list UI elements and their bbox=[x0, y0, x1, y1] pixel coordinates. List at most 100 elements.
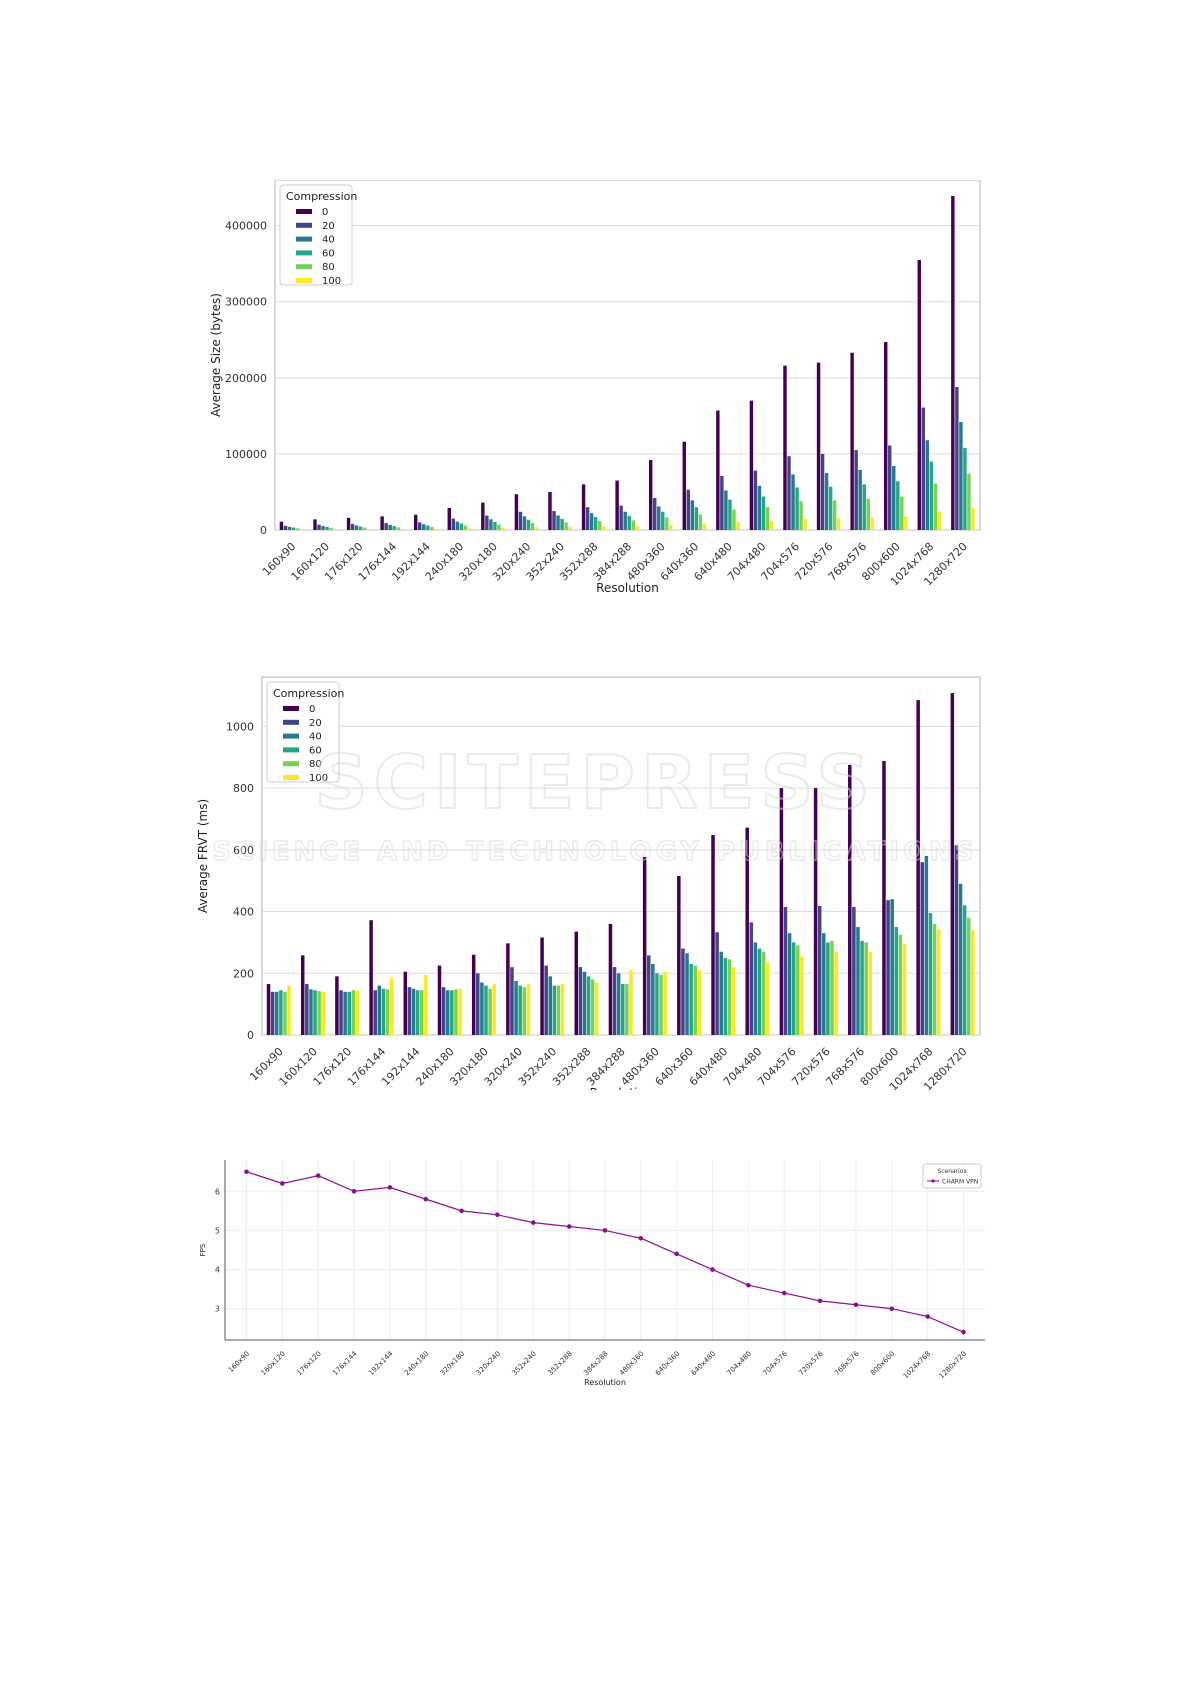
legend-swatch bbox=[296, 236, 312, 242]
bar bbox=[646, 955, 651, 1035]
bar bbox=[783, 365, 787, 530]
bar bbox=[932, 923, 937, 1035]
bar bbox=[917, 259, 921, 530]
bar bbox=[373, 990, 377, 1035]
bar bbox=[492, 984, 496, 1035]
bar bbox=[471, 954, 476, 1035]
bar bbox=[902, 943, 907, 1035]
bar bbox=[929, 461, 934, 530]
bar bbox=[548, 491, 552, 530]
x-tick-label: 640x360 bbox=[654, 1350, 681, 1377]
bar bbox=[882, 760, 886, 1035]
bar bbox=[354, 525, 359, 530]
bar bbox=[347, 991, 351, 1035]
bar bbox=[663, 971, 667, 1035]
x-tick-label: 320x240 bbox=[475, 1350, 502, 1377]
bar bbox=[481, 502, 485, 530]
bar bbox=[309, 989, 313, 1035]
data-point bbox=[961, 1329, 966, 1335]
x-tick-label: 192x144 bbox=[367, 1349, 395, 1377]
bar bbox=[732, 509, 736, 530]
bar bbox=[476, 973, 480, 1035]
bar bbox=[362, 527, 367, 530]
bar bbox=[661, 511, 665, 530]
bar bbox=[753, 942, 758, 1035]
legend-marker bbox=[931, 1179, 935, 1183]
bar bbox=[384, 523, 388, 530]
x-tick-label: 1024x768 bbox=[902, 1350, 933, 1381]
fps-chart: 3 4 5 6 160x90 160x120 176x120 176x144 192x144 24… bbox=[0, 1160, 1191, 1424]
legend-box bbox=[922, 1163, 982, 1189]
bar bbox=[967, 917, 971, 1035]
legend-title: Compression bbox=[286, 190, 357, 203]
bar bbox=[824, 472, 829, 530]
bar bbox=[350, 523, 355, 530]
bar bbox=[958, 883, 963, 1035]
bar bbox=[955, 386, 959, 530]
bar bbox=[836, 518, 841, 530]
data-point bbox=[889, 1306, 895, 1311]
bar bbox=[437, 965, 442, 1035]
bar bbox=[697, 970, 702, 1035]
bar bbox=[266, 984, 271, 1035]
frvt-chart-svg: 02004006008001000160x90160x120176x120176… bbox=[196, 676, 981, 1100]
bar bbox=[685, 953, 689, 1035]
data-point bbox=[817, 1298, 823, 1304]
x-tick-label: 176x144 bbox=[331, 1349, 359, 1377]
bar bbox=[799, 501, 803, 530]
bar bbox=[711, 835, 715, 1035]
bar bbox=[283, 525, 288, 530]
bar bbox=[568, 526, 572, 530]
y-tick-label: 4 bbox=[215, 1266, 220, 1275]
x-tick-label: 640x480 bbox=[690, 1350, 717, 1377]
bar bbox=[635, 526, 639, 530]
bar bbox=[283, 991, 287, 1035]
data-point bbox=[531, 1220, 536, 1225]
bar bbox=[321, 526, 325, 530]
bar bbox=[698, 514, 703, 530]
bar bbox=[484, 985, 488, 1035]
bar bbox=[389, 977, 394, 1035]
bar bbox=[866, 498, 870, 530]
data-point bbox=[710, 1267, 715, 1272]
bar bbox=[967, 473, 971, 530]
data-point bbox=[566, 1224, 572, 1229]
legend-swatch bbox=[283, 747, 299, 753]
bar bbox=[493, 522, 497, 530]
bar bbox=[655, 973, 659, 1035]
bar bbox=[514, 980, 518, 1035]
bar bbox=[924, 856, 929, 1035]
bar bbox=[761, 951, 766, 1035]
bar bbox=[422, 524, 426, 530]
bar bbox=[886, 900, 890, 1035]
legend-swatch bbox=[283, 733, 299, 739]
bar bbox=[514, 494, 519, 530]
legend-label: 80 bbox=[309, 759, 322, 770]
y-tick-label: 200000 bbox=[225, 372, 267, 385]
bar bbox=[612, 967, 617, 1035]
bar bbox=[832, 500, 837, 530]
bar bbox=[971, 930, 975, 1035]
bar bbox=[355, 990, 360, 1035]
bar bbox=[333, 529, 337, 530]
bar bbox=[335, 976, 339, 1035]
bar bbox=[400, 528, 404, 530]
bar bbox=[419, 990, 424, 1035]
bar bbox=[651, 964, 655, 1035]
x-tick-label: 800x600 bbox=[869, 1350, 896, 1377]
bar bbox=[779, 788, 784, 1035]
bar bbox=[826, 942, 830, 1035]
bar bbox=[757, 485, 762, 530]
bar bbox=[728, 499, 732, 530]
bar bbox=[834, 951, 838, 1035]
y-axis-label: FPS bbox=[199, 1243, 207, 1256]
bar bbox=[950, 693, 955, 1035]
bar bbox=[325, 526, 329, 530]
bar bbox=[765, 507, 770, 530]
bar bbox=[458, 988, 462, 1035]
bar bbox=[962, 905, 967, 1035]
y-tick-label: 200 bbox=[233, 967, 254, 980]
size-chart: 0 100000 200000 300000 400000 160x90 160x120 17… bbox=[0, 179, 1191, 604]
bar bbox=[787, 933, 792, 1035]
bar bbox=[925, 440, 930, 530]
